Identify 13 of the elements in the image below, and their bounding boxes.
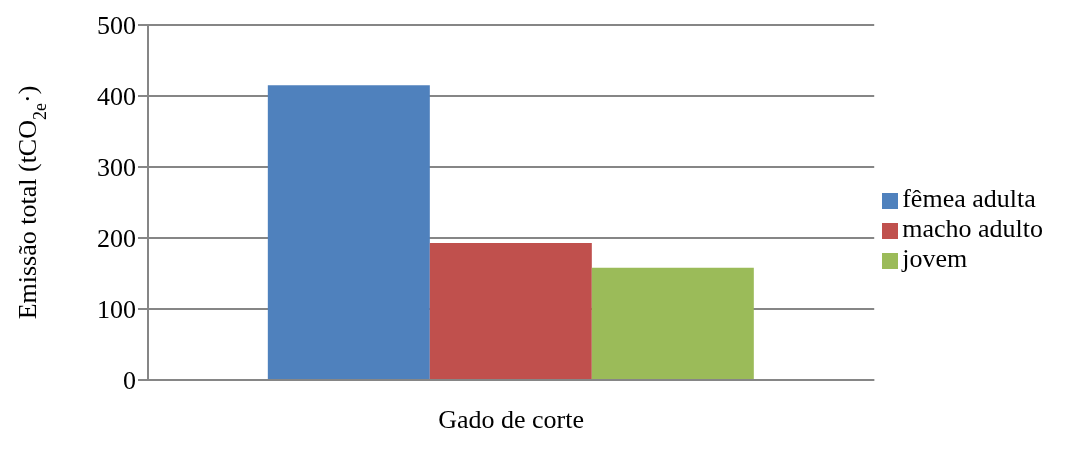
legend-label: fêmea adulta	[902, 184, 1036, 213]
bar	[429, 242, 592, 380]
y-tick-label: 100	[97, 295, 136, 325]
y-tick-label: 200	[97, 224, 136, 254]
y-tick-label: 0	[123, 366, 136, 396]
y-tick-label: 400	[97, 82, 136, 112]
y-tick-label: 300	[97, 153, 136, 183]
legend-label: macho adulto	[902, 214, 1043, 243]
x-tick-label: Gado de corte	[438, 405, 585, 435]
bar	[591, 267, 754, 380]
legend-label: jovem	[902, 244, 968, 273]
bar	[267, 85, 430, 380]
y-tick-label: 500	[97, 11, 136, 41]
